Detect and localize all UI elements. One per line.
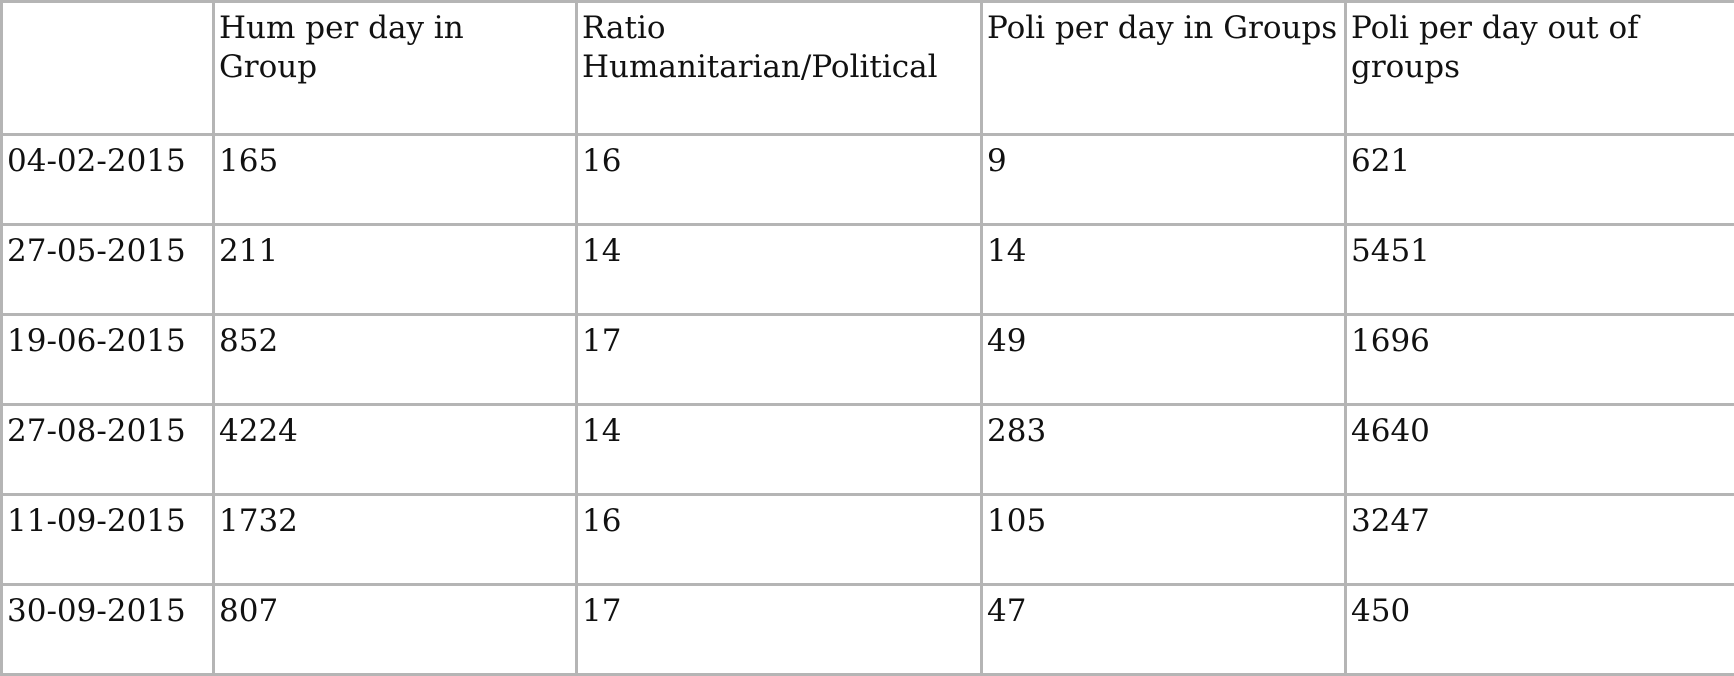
- hum-per-day-in-group-cell: 1732: [214, 495, 577, 585]
- header-cell-poli-per-day-out-of-groups: Poli per day out of groups: [1346, 2, 1734, 135]
- header-label: Hum per day in Group: [219, 9, 571, 87]
- header-cell-hum-per-day-in-group: Hum per day in Group: [214, 2, 577, 135]
- header-label: Poli per day in Groups: [987, 9, 1340, 48]
- poli-per-day-in-groups-cell: 14: [982, 225, 1346, 315]
- poli-per-day-out-of-groups-cell: 4640: [1346, 405, 1734, 495]
- header-label: Poli per day out of groups: [1351, 9, 1730, 87]
- table-header: Hum per day in Group Ratio Humanitarian/…: [2, 2, 1734, 135]
- poli-per-day-in-groups-cell: 47: [982, 585, 1346, 675]
- poli-per-day-in-groups-cell: 105: [982, 495, 1346, 585]
- ratio-cell: 16: [577, 495, 982, 585]
- ratio-cell: 14: [577, 225, 982, 315]
- hum-per-day-in-group-cell: 4224: [214, 405, 577, 495]
- poli-per-day-out-of-groups-cell: 5451: [1346, 225, 1734, 315]
- table-row: 04-02-2015 165 16 9 621: [2, 135, 1734, 225]
- poli-per-day-out-of-groups-cell: 1696: [1346, 315, 1734, 405]
- ratio-cell: 17: [577, 585, 982, 675]
- header-label: Ratio Humanitarian/Political: [582, 9, 976, 87]
- table-row: 30-09-2015 807 17 47 450: [2, 585, 1734, 675]
- poli-per-day-out-of-groups-cell: 3247: [1346, 495, 1734, 585]
- table-row: 27-08-2015 4224 14 283 4640: [2, 405, 1734, 495]
- poli-per-day-in-groups-cell: 9: [982, 135, 1346, 225]
- table-row: 11-09-2015 1732 16 105 3247: [2, 495, 1734, 585]
- hum-per-day-in-group-cell: 211: [214, 225, 577, 315]
- hum-per-day-in-group-cell: 852: [214, 315, 577, 405]
- poli-per-day-in-groups-cell: 49: [982, 315, 1346, 405]
- table-row: 19-06-2015 852 17 49 1696: [2, 315, 1734, 405]
- header-cell-poli-per-day-in-groups: Poli per day in Groups: [982, 2, 1346, 135]
- header-row: Hum per day in Group Ratio Humanitarian/…: [2, 2, 1734, 135]
- header-cell-ratio: Ratio Humanitarian/Political: [577, 2, 982, 135]
- hum-per-day-in-group-cell: 807: [214, 585, 577, 675]
- ratio-cell: 14: [577, 405, 982, 495]
- date-cell: 04-02-2015: [2, 135, 214, 225]
- table-row: 27-05-2015 211 14 14 5451: [2, 225, 1734, 315]
- date-cell: 27-08-2015: [2, 405, 214, 495]
- ratio-cell: 17: [577, 315, 982, 405]
- date-cell: 30-09-2015: [2, 585, 214, 675]
- poli-per-day-out-of-groups-cell: 450: [1346, 585, 1734, 675]
- date-cell: 27-05-2015: [2, 225, 214, 315]
- ratio-cell: 16: [577, 135, 982, 225]
- poli-per-day-out-of-groups-cell: 621: [1346, 135, 1734, 225]
- date-cell: 19-06-2015: [2, 315, 214, 405]
- date-cell: 11-09-2015: [2, 495, 214, 585]
- header-cell-blank: [2, 2, 214, 135]
- table-body: 04-02-2015 165 16 9 621 27-05-2015 211 1…: [2, 135, 1734, 675]
- hum-per-day-in-group-cell: 165: [214, 135, 577, 225]
- poli-per-day-in-groups-cell: 283: [982, 405, 1346, 495]
